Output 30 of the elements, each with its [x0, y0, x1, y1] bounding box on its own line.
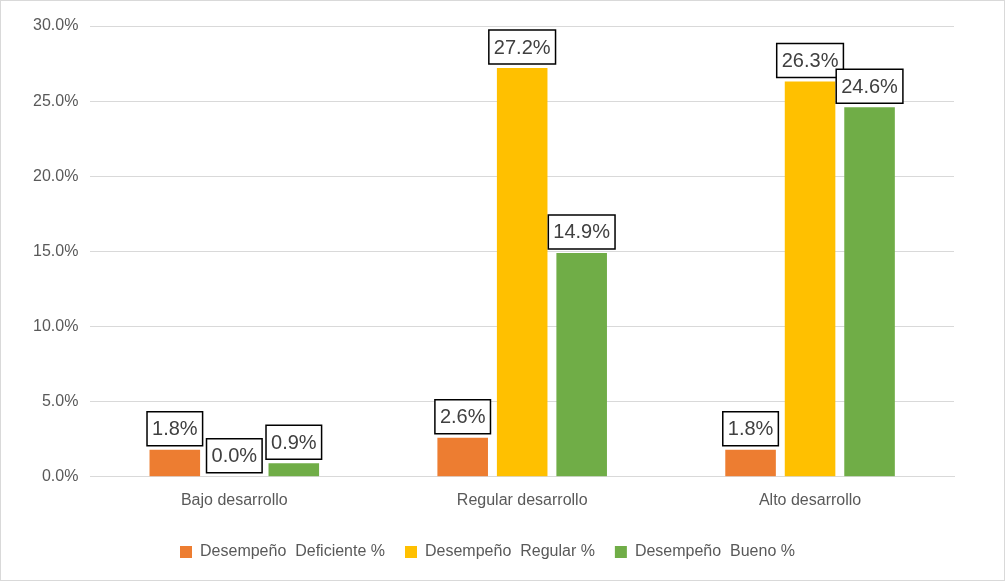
bar — [437, 437, 488, 477]
data-label: 24.6% — [841, 74, 899, 97]
x-tick-label: Regular desarrollo — [456, 490, 588, 508]
legend-label: Desempeño Regular % — [425, 542, 595, 560]
legend-label: Desempeño Bueno % — [634, 542, 795, 560]
bar — [556, 252, 607, 477]
bar — [844, 107, 895, 477]
data-label: 1.8% — [152, 417, 198, 440]
bar — [784, 81, 836, 477]
bar — [496, 68, 548, 477]
bar — [149, 449, 201, 477]
y-tick-label: 30.0% — [32, 16, 79, 34]
data-label: 27.2% — [493, 35, 551, 58]
y-tick-label: 15.0% — [32, 241, 79, 259]
data-label: 2.6% — [439, 405, 486, 428]
y-tick-label: 0.0% — [41, 467, 79, 485]
y-tick-label: 20.0% — [32, 166, 79, 184]
data-label: 14.9% — [553, 220, 611, 243]
y-tick-label: 10.0% — [32, 316, 79, 334]
legend-label: Desempeño Deficiente % — [200, 542, 386, 560]
x-tick-label: Bajo desarrollo — [180, 490, 288, 508]
x-tick-label: Alto desarrollo — [758, 490, 862, 508]
bar — [268, 463, 320, 477]
data-label: 0.9% — [271, 430, 317, 453]
data-label: 26.3% — [781, 49, 839, 72]
data-label: 0.0% — [211, 444, 258, 467]
bar — [725, 449, 776, 477]
y-tick-label: 5.0% — [41, 392, 79, 410]
data-label: 1.8% — [727, 417, 774, 440]
y-tick-label: 25.0% — [32, 91, 79, 109]
